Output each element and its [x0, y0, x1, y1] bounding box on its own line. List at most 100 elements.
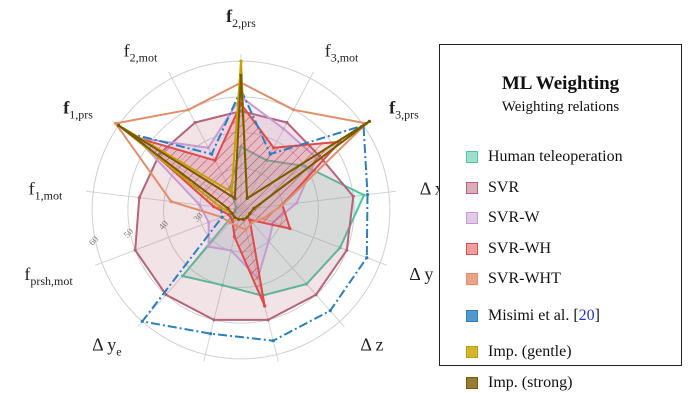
axis-label: Δ y: [409, 264, 433, 284]
axis-label: f2,mot: [124, 41, 158, 65]
series-point: [268, 152, 272, 156]
series-point: [230, 218, 234, 222]
series-point: [282, 127, 286, 131]
series-point: [212, 318, 216, 322]
grid-ring: [91, 60, 391, 360]
series-point: [305, 282, 309, 286]
legend-swatch: [466, 273, 478, 285]
series-point: [252, 206, 256, 210]
axis-label: f1,mot: [29, 178, 63, 202]
legend-item: Imp. (gentle): [466, 342, 572, 362]
legend-swatch: [466, 346, 478, 358]
series-line: [117, 74, 371, 221]
series-point: [232, 235, 236, 239]
series-point: [229, 248, 233, 253]
legend-title: ML Weighting: [501, 73, 620, 94]
series-point: [181, 274, 185, 278]
series-point: [314, 293, 318, 297]
series-point: [367, 119, 371, 123]
spoke: [94, 209, 242, 266]
axis-label: Δ re: [271, 375, 297, 377]
series-point: [227, 213, 231, 217]
series-point: [328, 309, 332, 313]
series-point: [272, 146, 276, 150]
series-point: [263, 304, 267, 308]
series-point: [237, 217, 241, 221]
series-point: [169, 199, 173, 204]
series-point: [226, 206, 230, 210]
legend-box: ML Weighting Weighting relations Human t…: [439, 44, 682, 391]
series-point: [233, 196, 237, 200]
legend-label: Imp. (strong): [488, 373, 573, 391]
radar-series: [114, 59, 371, 343]
axis-label: Δ ye: [92, 335, 121, 359]
axis-label: f3,prs: [389, 98, 419, 122]
series-point: [230, 190, 234, 194]
series-point: [212, 205, 216, 209]
grid-ring: [127, 96, 355, 324]
axis-label: Δ pe: [183, 375, 212, 377]
series-point: [248, 211, 252, 215]
series-point: [193, 120, 197, 125]
series-point: [239, 73, 243, 77]
legend-label: SVR-WH: [488, 239, 552, 257]
series-point: [245, 196, 249, 200]
legend-label: SVR: [488, 178, 520, 196]
legend-label: Imp. (gentle): [488, 343, 572, 360]
series-point: [362, 193, 366, 197]
legend-item: Imp. (strong): [466, 373, 572, 393]
axis-label: Δ x: [420, 178, 440, 198]
series-point: [198, 203, 202, 207]
series-imp-strong-: [116, 73, 371, 221]
series-point: [206, 146, 210, 150]
series-point: [271, 339, 275, 343]
series-point: [140, 319, 144, 323]
legend-citation[interactable]: 20: [578, 306, 595, 324]
series-point: [365, 256, 369, 260]
legend-swatch: [466, 151, 478, 163]
series-point: [133, 248, 137, 252]
series-point: [292, 108, 296, 112]
series-point: [345, 248, 349, 252]
series-point: [280, 203, 284, 207]
series-point: [266, 318, 270, 322]
legend-citation-close: ]: [594, 306, 600, 324]
legend-label: Human teleoperation: [488, 148, 623, 165]
series-point: [114, 121, 118, 125]
series-point: [241, 217, 245, 221]
legend-item: Human teleoperation: [466, 147, 623, 167]
series-point: [228, 220, 232, 225]
series-point: [208, 332, 213, 336]
series-point: [338, 246, 342, 250]
series-point: [219, 206, 223, 210]
series-point: [261, 216, 265, 221]
series-point: [250, 220, 254, 225]
series-point: [220, 215, 224, 219]
series-line: [114, 81, 368, 231]
series-point: [207, 245, 211, 249]
series-point: [210, 152, 214, 156]
axis-label: f3,mot: [325, 41, 359, 65]
spoke: [240, 209, 345, 328]
series-point: [248, 218, 252, 222]
legend-item: SVR-WH: [466, 239, 551, 259]
r-tick-label: 50: [122, 226, 136, 240]
series-point: [137, 196, 141, 200]
legend-swatch: [466, 242, 478, 255]
legend-label: Misimi et al. [: [488, 306, 579, 324]
legend-item: SVR-W: [466, 208, 540, 228]
series-point: [351, 194, 355, 198]
series-point: [295, 201, 299, 205]
legend-label: SVR-W: [488, 209, 540, 226]
legend-swatch: [466, 181, 478, 194]
axis-label: f2,prs: [226, 6, 256, 30]
legend-item: SVR: [466, 178, 519, 198]
series-point: [288, 227, 292, 231]
legend-label: SVR-WHT: [488, 270, 561, 287]
series-point: [164, 293, 168, 297]
axis-label: f1,prs: [63, 98, 93, 122]
series-point: [233, 215, 237, 219]
series-point: [116, 123, 121, 127]
series-point: [285, 120, 289, 125]
